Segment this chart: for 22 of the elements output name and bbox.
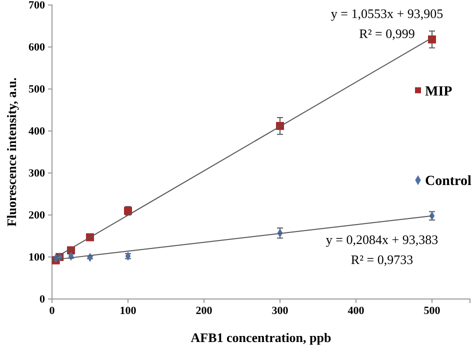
y-tick-label: 0 [40, 294, 46, 306]
annotation: R² = 0,9733 [350, 252, 414, 267]
x-axis-title: AFB1 concentration, ppb [190, 330, 332, 345]
y-axis-title: Fluorescence intensity, a.u. [4, 78, 19, 226]
x-tick-label: 200 [196, 304, 213, 317]
annotation: R² = 0,999 [359, 26, 415, 41]
x-tick-label: 100 [120, 304, 137, 317]
y-tick-label: 700 [28, 0, 46, 12]
y-tick-label: 300 [28, 168, 46, 180]
y-tick-label: 600 [28, 42, 46, 54]
x-tick-label: 400 [348, 304, 365, 317]
y-tick-label: 500 [28, 84, 46, 96]
y-tick-label: 400 [28, 126, 46, 138]
x-tick-label: 500 [424, 304, 441, 317]
annotation: y = 1,0553x + 93,905 [330, 6, 444, 21]
legend-label: Control [425, 174, 472, 190]
x-tick-label: 0 [49, 304, 56, 317]
legend-label: MIP [425, 84, 453, 100]
x-tick-label: 300 [272, 304, 289, 317]
annotation: y = 0,2084x + 93,383 [326, 232, 438, 247]
y-tick-label: 200 [28, 210, 46, 222]
y-tick-label: 100 [28, 252, 46, 264]
